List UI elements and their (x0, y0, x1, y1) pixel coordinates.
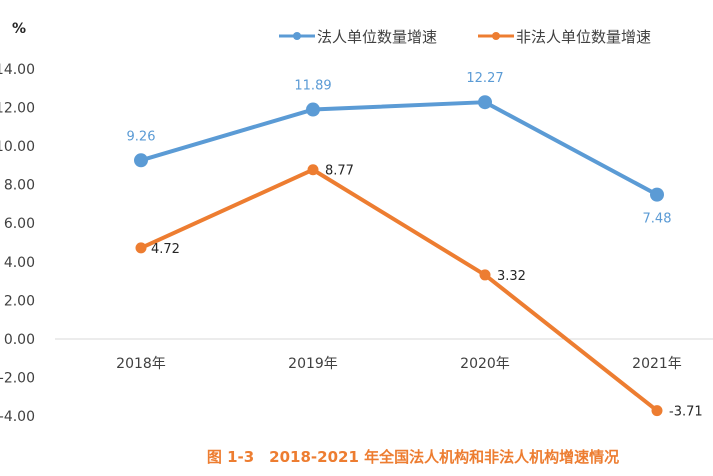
series-line (140, 167, 659, 413)
series-2: 4.72 8.77 3.32 -3.71 (135, 164, 703, 420)
y-tick-label: 12.00 (0, 100, 35, 116)
x-tick-label: 2021年 (632, 356, 682, 372)
data-point (306, 102, 320, 117)
series-line (140, 100, 658, 197)
data-point (134, 153, 148, 168)
legend-marker-icon (492, 32, 500, 40)
data-label: 11.89 (294, 79, 331, 94)
legend-item: 非法人单位数量增速 (478, 28, 651, 46)
data-label: -3.71 (669, 405, 703, 420)
data-point (307, 164, 319, 176)
y-tick-label: 8.00 (4, 178, 35, 194)
y-tick-label: 10.00 (0, 139, 35, 155)
figure-caption: 图 1-3 2018-2021 年全国法人机构和非法人机构增速情况 (207, 448, 619, 466)
data-label: 9.26 (127, 129, 156, 144)
data-label: 12.27 (466, 71, 503, 86)
legend-item: 法人单位数量增速 (279, 28, 437, 46)
data-label: 8.77 (325, 164, 354, 179)
data-point (135, 242, 147, 254)
y-tick-label: 14.00 (0, 62, 35, 78)
x-tick-label: 2020年 (460, 356, 510, 372)
y-tick-label: 2.00 (4, 293, 35, 309)
y-tick-label: -4.00 (0, 409, 35, 425)
y-axis-ticks: 14.00 12.00 10.00 8.00 6.00 4.00 2.00 0.00 -2.00… (0, 62, 35, 425)
legend-label: 非法人单位数量增速 (516, 28, 651, 46)
data-label: 3.32 (497, 269, 526, 284)
data-label: 7.48 (643, 212, 672, 227)
data-point (651, 405, 663, 417)
data-label: 4.72 (151, 242, 180, 257)
y-tick-label: -2.00 (0, 371, 35, 387)
y-tick-label: 6.00 (4, 216, 35, 232)
x-tick-label: 2018年 (116, 356, 166, 372)
y-axis-unit: % (12, 21, 26, 37)
legend: 法人单位数量增速 非法人单位数量增速 (279, 28, 651, 46)
data-point (478, 95, 492, 110)
legend-label: 法人单位数量增速 (317, 28, 437, 46)
y-tick-label: 0.00 (4, 332, 35, 348)
x-axis-categories: 2018年 2019年 2020年 2021年 (116, 356, 682, 372)
x-tick-label: 2019年 (288, 356, 338, 372)
data-point (479, 269, 491, 281)
y-tick-label: 4.00 (4, 255, 35, 271)
legend-marker-icon (293, 32, 301, 40)
series-1: 9.26 11.89 12.27 7.48 (127, 71, 672, 226)
series-group: 9.26 11.89 12.27 7.48 4.72 8.77 3.32 -3.71 (127, 71, 703, 419)
data-point (650, 187, 664, 202)
